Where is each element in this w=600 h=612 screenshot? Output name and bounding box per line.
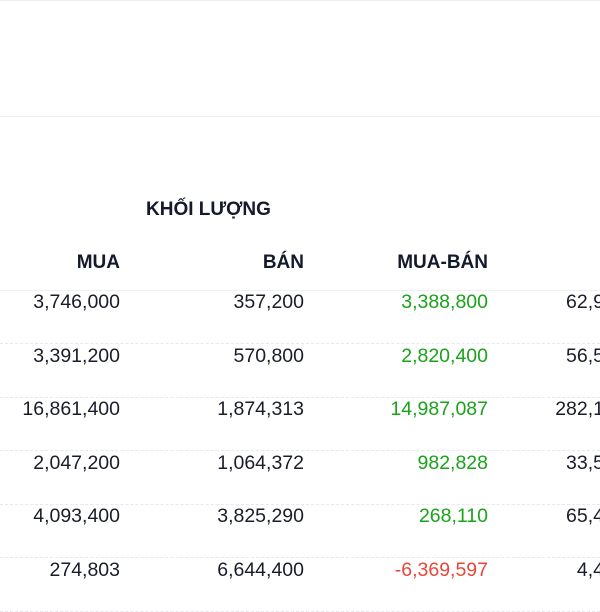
next-column-cell: 33,5	[566, 451, 600, 474]
table-row[interactable]: 4,093,400 3,825,290 268,110 65,4	[0, 505, 600, 558]
next-column-cell: 65,4	[566, 505, 600, 527]
sell-cell: 357,200	[233, 291, 305, 313]
next-column-cell: 56,5	[566, 344, 600, 367]
next-column-cell: 4,4	[576, 558, 600, 581]
buy-cell: 16,861,400	[22, 398, 120, 420]
sell-cell: 570,800	[233, 344, 305, 367]
net-cell: 2,820,400	[401, 344, 488, 367]
buy-cell: 4,093,400	[33, 505, 120, 527]
sell-cell: 1,874,313	[217, 398, 304, 420]
next-column-cell: 282,1	[555, 398, 600, 420]
net-cell: 14,987,087	[390, 398, 488, 420]
sell-cell: 6,644,400	[217, 558, 304, 581]
net-cell: 268,110	[418, 505, 488, 527]
table-row[interactable]: 274,803 6,644,400 -6,369,597 4,4	[0, 559, 600, 612]
volume-group-header: KHỐI LƯỢNG	[146, 199, 271, 220]
buy-cell: 274,803	[49, 558, 121, 581]
sell-cell: 1,064,372	[217, 451, 304, 474]
table-row[interactable]: 3,746,000 357,200 3,388,800 62,9	[0, 291, 600, 344]
column-header-sell: BÁN	[262, 252, 304, 273]
net-cell: 982,828	[417, 451, 489, 474]
next-column-cell: 62,9	[566, 291, 600, 313]
table-row[interactable]: 16,861,400 1,874,313 14,987,087 282,1	[0, 398, 600, 451]
buy-cell: 3,391,200	[33, 344, 120, 367]
table-row[interactable]: 3,391,200 570,800 2,820,400 56,5	[0, 345, 600, 398]
header-divider	[0, 290, 600, 291]
column-header-net: MUA-BÁN	[397, 252, 488, 273]
net-cell: -6,369,597	[394, 558, 488, 581]
buy-cell: 3,746,000	[33, 291, 120, 313]
net-cell: 3,388,800	[401, 291, 488, 313]
section-divider	[0, 116, 600, 117]
table-row[interactable]: 2,047,200 1,064,372 982,828 33,5	[0, 452, 600, 505]
sell-cell: 3,825,290	[217, 505, 304, 527]
buy-cell: 2,047,200	[33, 451, 120, 474]
column-header-buy: MUA	[76, 252, 120, 273]
top-divider	[0, 0, 600, 1]
